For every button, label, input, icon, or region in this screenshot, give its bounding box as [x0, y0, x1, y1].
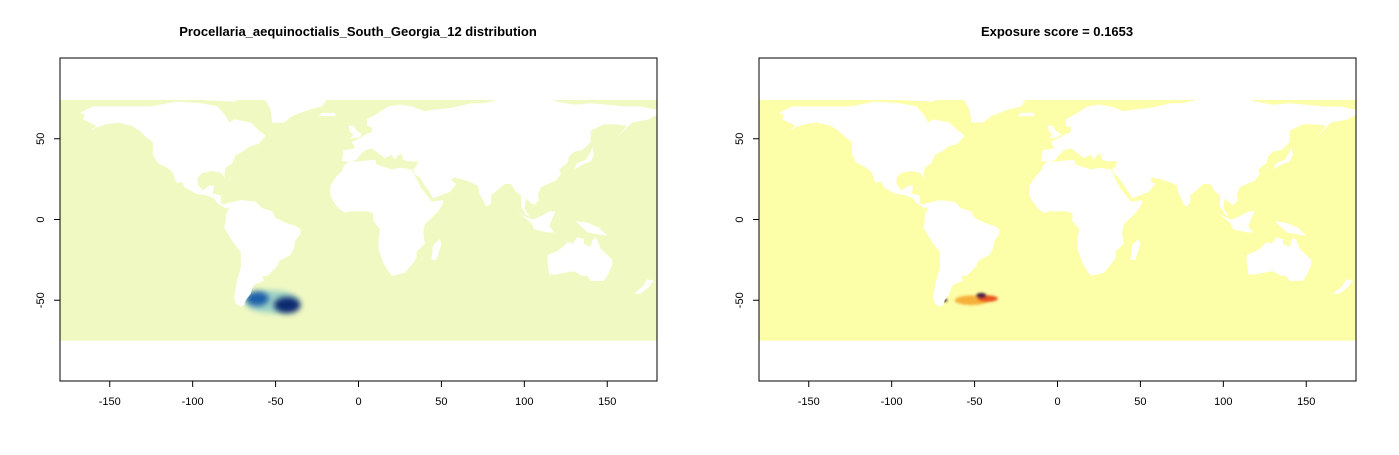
- land-australia: [547, 237, 613, 281]
- land-indonesia: [1215, 211, 1255, 233]
- x-tick-label: 100: [515, 396, 533, 408]
- land-africa: [330, 159, 444, 276]
- land-madagascar: [1130, 238, 1141, 260]
- x-tick-label: -100: [182, 396, 204, 408]
- hotspot: [976, 292, 987, 298]
- x-tick-label: 50: [1134, 396, 1146, 408]
- hotspot: [245, 291, 269, 306]
- y-tick-label: -50: [35, 292, 47, 308]
- land-north-america: [79, 101, 266, 209]
- panel-title: Procellaria_aequinoctialis_South_Georgia…: [179, 24, 537, 39]
- land-indonesia: [516, 211, 556, 233]
- x-axis: -150 -100 -50 0 50 100 150: [99, 380, 616, 408]
- y-axis: -50 0 50: [734, 133, 760, 308]
- y-tick-label: 50: [734, 133, 746, 145]
- exposure-panel: Exposure score = 0.1653 -150 -100 -50 0 50 10…: [734, 24, 1357, 408]
- land-south-america: [224, 200, 301, 307]
- x-tick-label: 150: [1297, 396, 1315, 408]
- land-europe-asia: [341, 95, 657, 217]
- land-new-zealand: [633, 279, 654, 294]
- land-uk: [1047, 125, 1061, 139]
- land-australia: [1246, 237, 1312, 281]
- land-iceland: [1017, 112, 1035, 117]
- x-tick-label: -100: [881, 396, 903, 408]
- land-japan: [1273, 146, 1293, 170]
- land-new-zealand: [1332, 279, 1353, 294]
- x-tick-label: -150: [99, 396, 121, 408]
- land-europe-asia: [1040, 95, 1356, 217]
- land-south-america: [923, 200, 1000, 307]
- x-tick-label: 0: [355, 396, 361, 408]
- y-axis: -50 0 50: [35, 133, 61, 308]
- x-tick-label: -50: [268, 396, 284, 408]
- distribution-panel: Procellaria_aequinoctialis_South_Georgia…: [35, 24, 658, 408]
- land-new-guinea: [1274, 221, 1307, 236]
- land-japan: [574, 146, 594, 170]
- x-axis: -150 -100 -50 0 50 100 150: [798, 380, 1315, 408]
- x-tick-label: 150: [598, 396, 616, 408]
- x-tick-label: -50: [967, 396, 983, 408]
- land-new-guinea: [575, 221, 608, 236]
- y-tick-label: 0: [35, 216, 47, 222]
- x-tick-label: 50: [435, 396, 447, 408]
- map-layer: [759, 85, 1356, 341]
- map-layer: [60, 85, 657, 341]
- land-arctic-islands: [858, 90, 942, 102]
- land-greenland: [938, 85, 1028, 123]
- y-tick-label: 50: [35, 133, 47, 145]
- land-madagascar: [431, 238, 442, 260]
- land-greenland: [239, 85, 329, 123]
- y-tick-label: -50: [734, 292, 746, 308]
- hotspot: [273, 297, 301, 314]
- panel-title: Exposure score = 0.1653: [981, 24, 1133, 39]
- y-tick-label: 0: [734, 216, 746, 222]
- x-tick-label: -150: [798, 396, 820, 408]
- land-arctic-islands: [159, 90, 243, 102]
- x-tick-label: 0: [1054, 396, 1060, 408]
- land-iceland: [318, 112, 336, 117]
- x-tick-label: 100: [1214, 396, 1232, 408]
- land-africa: [1029, 159, 1143, 276]
- land-uk: [348, 125, 362, 139]
- land-svalbard: [375, 90, 405, 96]
- land-north-america: [778, 101, 965, 209]
- land-svalbard: [1074, 90, 1104, 96]
